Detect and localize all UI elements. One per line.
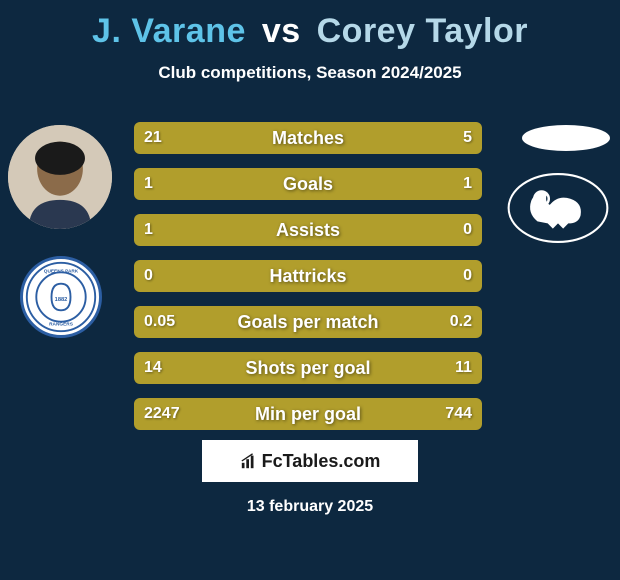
- stat-left-value: 0: [144, 267, 153, 285]
- comparison-title: J. Varane vs Corey Taylor: [0, 0, 620, 51]
- stat-row-assists: 1 Assists 0: [134, 214, 482, 246]
- player2-name: Corey Taylor: [317, 12, 528, 50]
- subtitle: Club competitions, Season 2024/2025: [0, 63, 620, 83]
- svg-text:1882: 1882: [55, 297, 68, 303]
- stat-right-value: 5: [463, 129, 472, 147]
- stat-left-value: 0.05: [144, 313, 175, 331]
- svg-text:QUEENS PARK: QUEENS PARK: [44, 268, 79, 274]
- stat-label: Shots per goal: [134, 358, 482, 379]
- stat-label: Min per goal: [134, 404, 482, 425]
- player1-club-badge: QUEENS PARK RANGERS 1882: [20, 256, 102, 338]
- chart-icon: [240, 452, 258, 470]
- date-text: 13 february 2025: [0, 498, 620, 516]
- stat-right-value: 0: [463, 221, 472, 239]
- stat-row-min-per-goal: 2247 Min per goal 744: [134, 398, 482, 430]
- stat-row-hattricks: 0 Hattricks 0: [134, 260, 482, 292]
- stats-container: 21 Matches 5 1 Goals 1 1 Assists 0 0 Hat…: [134, 122, 482, 444]
- player2-club-badge: [506, 172, 610, 244]
- branding-text: FcTables.com: [262, 451, 381, 472]
- svg-text:RANGERS: RANGERS: [49, 322, 73, 328]
- stat-left-value: 1: [144, 175, 153, 193]
- stat-right-value: 0.2: [450, 313, 472, 331]
- branding-box[interactable]: FcTables.com: [202, 440, 418, 482]
- stat-row-goals: 1 Goals 1: [134, 168, 482, 200]
- stat-left-value: 14: [144, 359, 162, 377]
- stat-right-value: 744: [445, 405, 472, 423]
- stat-left-value: 2247: [144, 405, 180, 423]
- stat-left-value: 21: [144, 129, 162, 147]
- player2-avatar: [522, 125, 610, 151]
- stat-row-matches: 21 Matches 5: [134, 122, 482, 154]
- stat-label: Goals per match: [134, 312, 482, 333]
- stat-label: Matches: [134, 128, 482, 149]
- stat-left-value: 1: [144, 221, 153, 239]
- stat-right-value: 0: [463, 267, 472, 285]
- stat-right-value: 1: [463, 175, 472, 193]
- stat-label: Hattricks: [134, 266, 482, 287]
- stat-label: Assists: [134, 220, 482, 241]
- player1-avatar: [8, 125, 112, 229]
- player1-name: J. Varane: [92, 12, 246, 50]
- stat-right-value: 11: [455, 359, 472, 377]
- stat-label: Goals: [134, 174, 482, 195]
- vs-text: vs: [262, 12, 301, 50]
- stat-row-shots-per-goal: 14 Shots per goal 11: [134, 352, 482, 384]
- stat-row-goals-per-match: 0.05 Goals per match 0.2: [134, 306, 482, 338]
